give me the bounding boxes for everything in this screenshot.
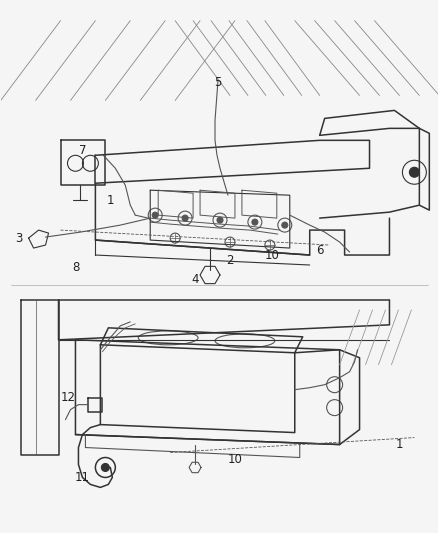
Text: 2: 2: [226, 254, 233, 266]
Text: 4: 4: [191, 273, 198, 286]
Text: 10: 10: [264, 248, 279, 262]
Text: 1: 1: [106, 193, 114, 207]
Text: 5: 5: [214, 76, 221, 89]
Circle shape: [182, 215, 187, 221]
Text: 3: 3: [15, 231, 22, 245]
Circle shape: [101, 464, 109, 472]
Circle shape: [409, 167, 418, 177]
Text: 6: 6: [315, 244, 323, 256]
Circle shape: [152, 212, 158, 218]
Text: 7: 7: [78, 144, 86, 157]
Text: 1: 1: [395, 438, 402, 451]
Circle shape: [281, 222, 287, 228]
Text: 12: 12: [61, 391, 76, 404]
Circle shape: [251, 219, 257, 225]
Circle shape: [216, 217, 223, 223]
Text: 8: 8: [71, 262, 79, 274]
Text: 10: 10: [227, 453, 242, 466]
Text: 11: 11: [75, 471, 90, 484]
